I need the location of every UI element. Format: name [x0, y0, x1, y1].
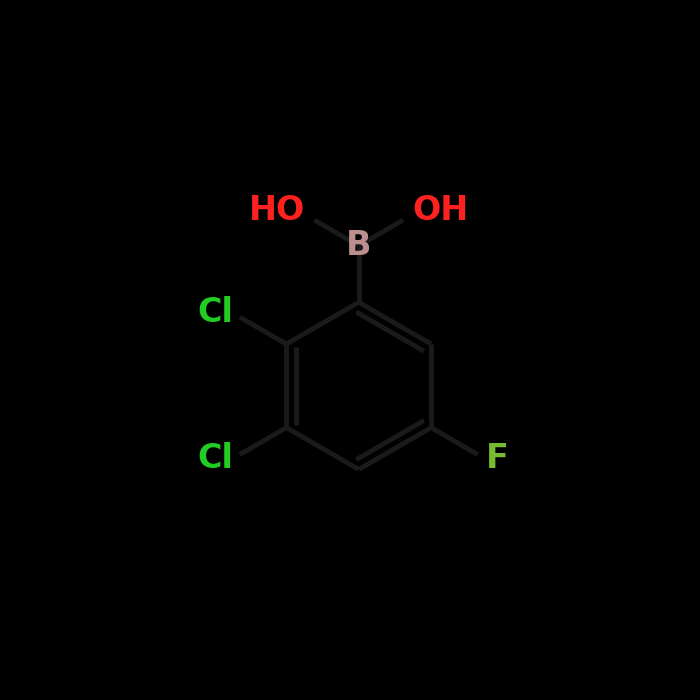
Text: Cl: Cl — [197, 296, 233, 329]
Text: F: F — [486, 442, 509, 475]
Text: Cl: Cl — [197, 442, 233, 475]
Text: OH: OH — [413, 194, 469, 227]
Text: B: B — [346, 229, 372, 262]
Text: HO: HO — [248, 194, 304, 227]
